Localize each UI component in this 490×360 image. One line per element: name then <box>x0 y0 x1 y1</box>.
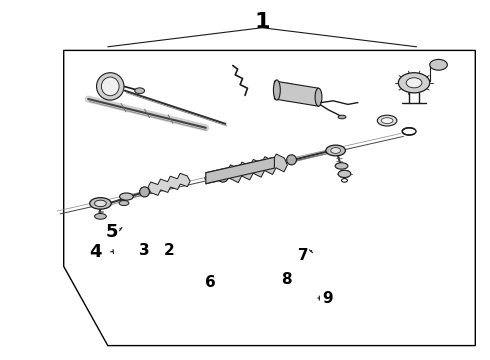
Ellipse shape <box>95 213 106 219</box>
Ellipse shape <box>97 73 124 100</box>
Ellipse shape <box>135 88 145 94</box>
Ellipse shape <box>315 88 322 106</box>
Ellipse shape <box>273 80 280 100</box>
Ellipse shape <box>335 163 348 169</box>
Ellipse shape <box>338 170 351 177</box>
Text: 7: 7 <box>298 248 309 263</box>
Ellipse shape <box>90 198 111 209</box>
Ellipse shape <box>120 193 133 200</box>
Polygon shape <box>148 173 190 195</box>
Ellipse shape <box>95 200 106 207</box>
Ellipse shape <box>205 175 217 181</box>
Ellipse shape <box>381 118 393 123</box>
Ellipse shape <box>338 115 346 119</box>
Ellipse shape <box>287 155 296 165</box>
Polygon shape <box>227 154 288 183</box>
Ellipse shape <box>119 201 129 206</box>
Ellipse shape <box>101 77 119 96</box>
Ellipse shape <box>377 115 397 126</box>
Text: 1: 1 <box>254 12 270 32</box>
Text: 2: 2 <box>164 243 174 258</box>
Ellipse shape <box>140 187 149 197</box>
Text: 3: 3 <box>139 243 150 258</box>
Ellipse shape <box>398 73 430 93</box>
Text: 9: 9 <box>322 291 333 306</box>
Polygon shape <box>274 81 318 106</box>
Text: 4: 4 <box>89 243 102 261</box>
Ellipse shape <box>430 59 447 70</box>
Ellipse shape <box>326 145 345 156</box>
Ellipse shape <box>331 148 341 153</box>
Text: 5: 5 <box>105 223 118 241</box>
Text: 6: 6 <box>205 275 216 290</box>
Ellipse shape <box>218 171 228 182</box>
Polygon shape <box>206 157 274 184</box>
Ellipse shape <box>406 78 422 88</box>
Text: 8: 8 <box>281 271 292 287</box>
